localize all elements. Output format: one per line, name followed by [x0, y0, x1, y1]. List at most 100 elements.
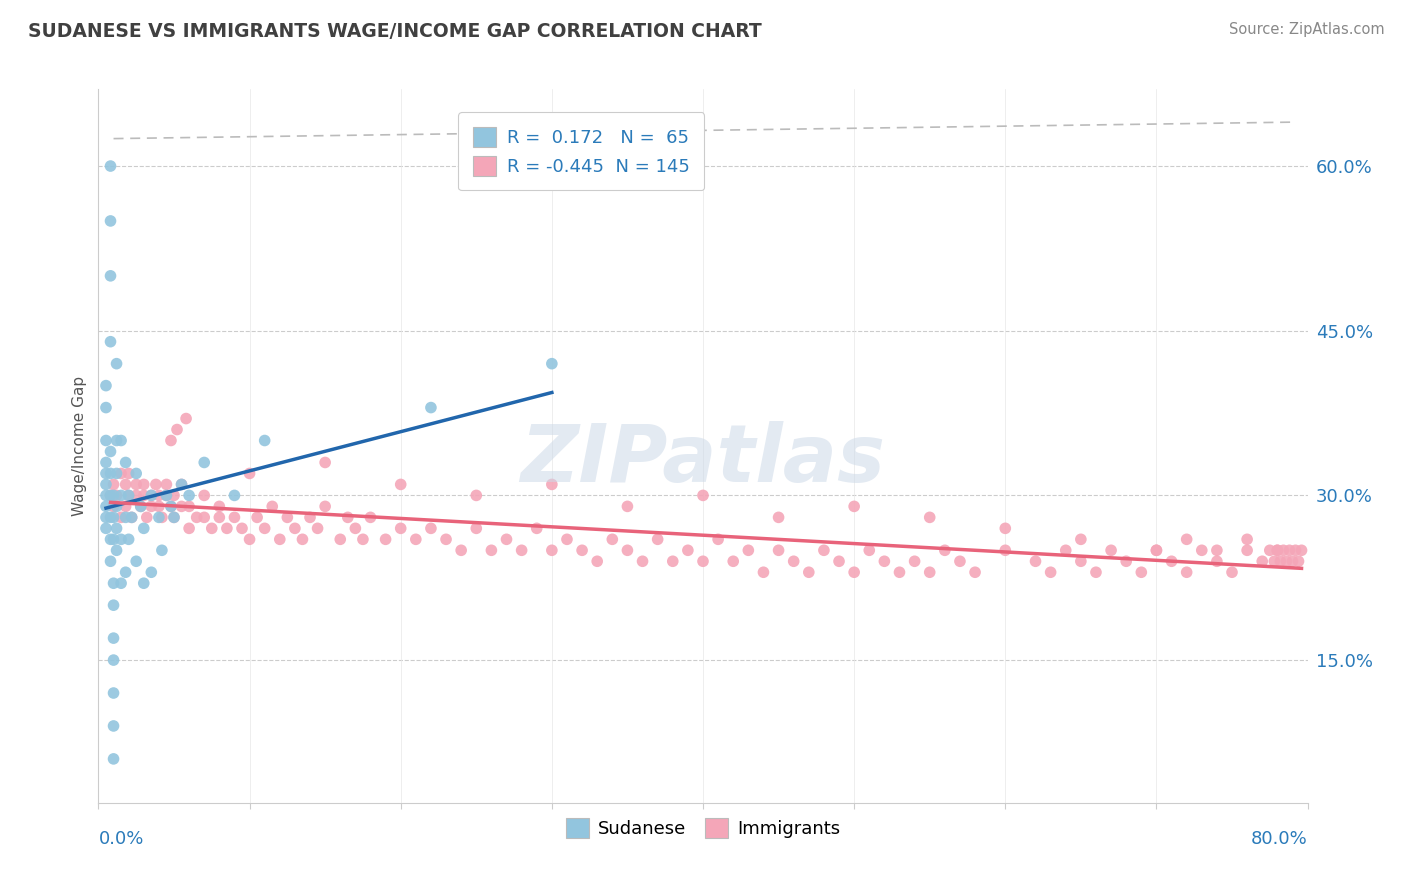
- Point: [179, 488, 201, 502]
- Point: [1267, 543, 1289, 558]
- Point: [797, 566, 820, 580]
- Point: [94, 477, 117, 491]
- Point: [752, 566, 775, 580]
- Point: [616, 500, 638, 514]
- Point: [1024, 554, 1046, 568]
- Point: [114, 566, 136, 580]
- Point: [783, 554, 806, 568]
- Point: [1291, 543, 1313, 558]
- Point: [707, 533, 730, 547]
- Point: [1220, 566, 1243, 580]
- Point: [1270, 554, 1292, 568]
- Point: [129, 500, 152, 514]
- Point: [163, 488, 186, 502]
- Point: [231, 521, 253, 535]
- Point: [125, 488, 148, 502]
- Point: [1099, 543, 1122, 558]
- Point: [155, 488, 177, 502]
- Point: [647, 533, 669, 547]
- Point: [1144, 543, 1167, 558]
- Point: [1281, 554, 1303, 568]
- Point: [540, 477, 562, 491]
- Point: [1236, 533, 1258, 547]
- Point: [586, 554, 609, 568]
- Point: [405, 533, 427, 547]
- Point: [1236, 543, 1258, 558]
- Point: [100, 334, 122, 349]
- Point: [858, 543, 880, 558]
- Point: [224, 488, 246, 502]
- Point: [510, 543, 533, 558]
- Point: [918, 510, 941, 524]
- Text: Source: ZipAtlas.com: Source: ZipAtlas.com: [1229, 22, 1385, 37]
- Point: [1206, 554, 1229, 568]
- Point: [555, 533, 578, 547]
- Point: [114, 455, 136, 469]
- Point: [239, 467, 262, 481]
- Point: [389, 477, 412, 491]
- Point: [170, 500, 193, 514]
- Point: [100, 554, 122, 568]
- Point: [336, 510, 359, 524]
- Point: [94, 378, 117, 392]
- Point: [145, 477, 167, 491]
- Point: [934, 543, 956, 558]
- Point: [918, 566, 941, 580]
- Point: [844, 566, 866, 580]
- Point: [949, 554, 972, 568]
- Point: [160, 500, 183, 514]
- Point: [105, 434, 128, 448]
- Point: [166, 423, 188, 437]
- Point: [1278, 543, 1301, 558]
- Point: [186, 510, 208, 524]
- Legend: Sudanese, Immigrants: Sudanese, Immigrants: [557, 809, 849, 847]
- Point: [737, 543, 759, 558]
- Point: [110, 467, 132, 481]
- Point: [540, 357, 562, 371]
- Point: [125, 467, 148, 481]
- Point: [100, 444, 122, 458]
- Point: [844, 500, 866, 514]
- Point: [105, 467, 128, 481]
- Point: [163, 510, 186, 524]
- Point: [100, 533, 122, 547]
- Point: [571, 543, 593, 558]
- Point: [121, 510, 143, 524]
- Point: [141, 488, 163, 502]
- Point: [132, 521, 155, 535]
- Point: [148, 488, 170, 502]
- Point: [495, 533, 517, 547]
- Point: [616, 543, 638, 558]
- Point: [118, 467, 141, 481]
- Point: [1258, 543, 1281, 558]
- Point: [692, 554, 714, 568]
- Point: [1275, 554, 1298, 568]
- Point: [129, 500, 152, 514]
- Point: [118, 488, 141, 502]
- Point: [389, 521, 412, 535]
- Point: [420, 401, 443, 415]
- Point: [94, 434, 117, 448]
- Point: [94, 467, 117, 481]
- Point: [94, 455, 117, 469]
- Point: [94, 500, 117, 514]
- Point: [135, 510, 157, 524]
- Point: [291, 533, 314, 547]
- Point: [132, 488, 155, 502]
- Point: [103, 719, 125, 733]
- Point: [526, 521, 548, 535]
- Point: [262, 500, 284, 514]
- Point: [1284, 543, 1306, 558]
- Point: [465, 521, 488, 535]
- Point: [208, 500, 231, 514]
- Point: [208, 510, 231, 524]
- Point: [1070, 554, 1092, 568]
- Point: [110, 488, 132, 502]
- Point: [193, 455, 215, 469]
- Point: [110, 576, 132, 591]
- Point: [110, 510, 132, 524]
- Point: [314, 500, 336, 514]
- Point: [813, 543, 835, 558]
- Point: [450, 543, 472, 558]
- Point: [465, 488, 488, 502]
